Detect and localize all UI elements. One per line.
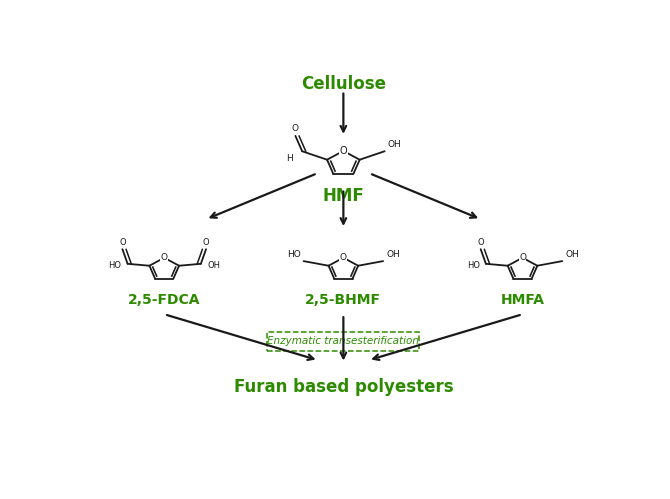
Text: O: O <box>478 238 484 247</box>
Text: HO: HO <box>467 261 480 270</box>
Text: O: O <box>161 253 168 262</box>
Text: 2,5-FDCA: 2,5-FDCA <box>128 293 200 307</box>
Text: OH: OH <box>387 140 401 149</box>
Text: HMFA: HMFA <box>500 293 545 307</box>
Text: OH: OH <box>207 261 220 270</box>
Text: Furan based polyesters: Furan based polyesters <box>234 378 453 396</box>
Text: O: O <box>203 238 209 247</box>
Text: O: O <box>519 253 526 262</box>
Text: H: H <box>287 154 293 163</box>
Text: O: O <box>340 253 347 262</box>
Text: O: O <box>340 146 347 156</box>
Text: HO: HO <box>287 250 301 259</box>
Text: HMF: HMF <box>322 188 364 206</box>
Text: O: O <box>292 124 299 133</box>
Text: Cellulose: Cellulose <box>301 75 386 93</box>
Text: OH: OH <box>386 250 400 259</box>
Text: HO: HO <box>109 261 121 270</box>
FancyBboxPatch shape <box>267 331 419 351</box>
Text: O: O <box>119 238 126 247</box>
Text: 2,5-BHMF: 2,5-BHMF <box>306 293 381 307</box>
Text: OH: OH <box>565 250 579 259</box>
Text: Enzymatic transesterification: Enzymatic transesterification <box>267 336 419 346</box>
